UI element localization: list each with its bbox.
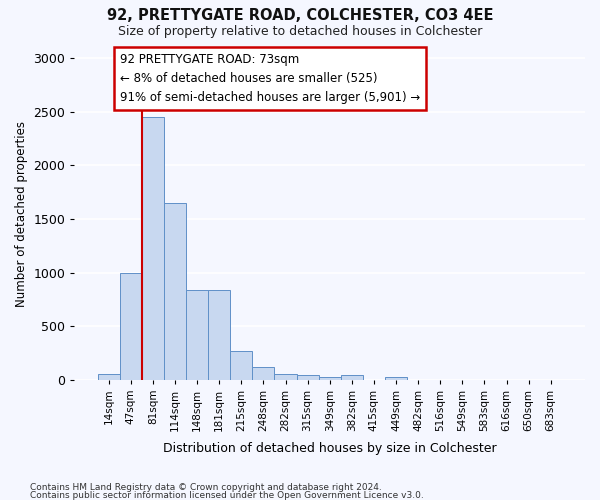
- Bar: [319, 376, 341, 380]
- Bar: [341, 376, 363, 380]
- Bar: [208, 290, 230, 380]
- Text: 92 PRETTYGATE ROAD: 73sqm
← 8% of detached houses are smaller (525)
91% of semi-: 92 PRETTYGATE ROAD: 73sqm ← 8% of detach…: [120, 53, 420, 104]
- Bar: [230, 351, 253, 380]
- X-axis label: Distribution of detached houses by size in Colchester: Distribution of detached houses by size …: [163, 442, 497, 455]
- Bar: [385, 377, 407, 380]
- Bar: [186, 290, 208, 380]
- Bar: [142, 117, 164, 380]
- Bar: [98, 374, 120, 380]
- Bar: [164, 203, 186, 380]
- Text: Size of property relative to detached houses in Colchester: Size of property relative to detached ho…: [118, 25, 482, 38]
- Text: Contains HM Land Registry data © Crown copyright and database right 2024.: Contains HM Land Registry data © Crown c…: [30, 484, 382, 492]
- Y-axis label: Number of detached properties: Number of detached properties: [15, 120, 28, 306]
- Bar: [120, 272, 142, 380]
- Bar: [253, 367, 274, 380]
- Bar: [296, 376, 319, 380]
- Text: 92, PRETTYGATE ROAD, COLCHESTER, CO3 4EE: 92, PRETTYGATE ROAD, COLCHESTER, CO3 4EE: [107, 8, 493, 22]
- Bar: [274, 374, 296, 380]
- Text: Contains public sector information licensed under the Open Government Licence v3: Contains public sector information licen…: [30, 490, 424, 500]
